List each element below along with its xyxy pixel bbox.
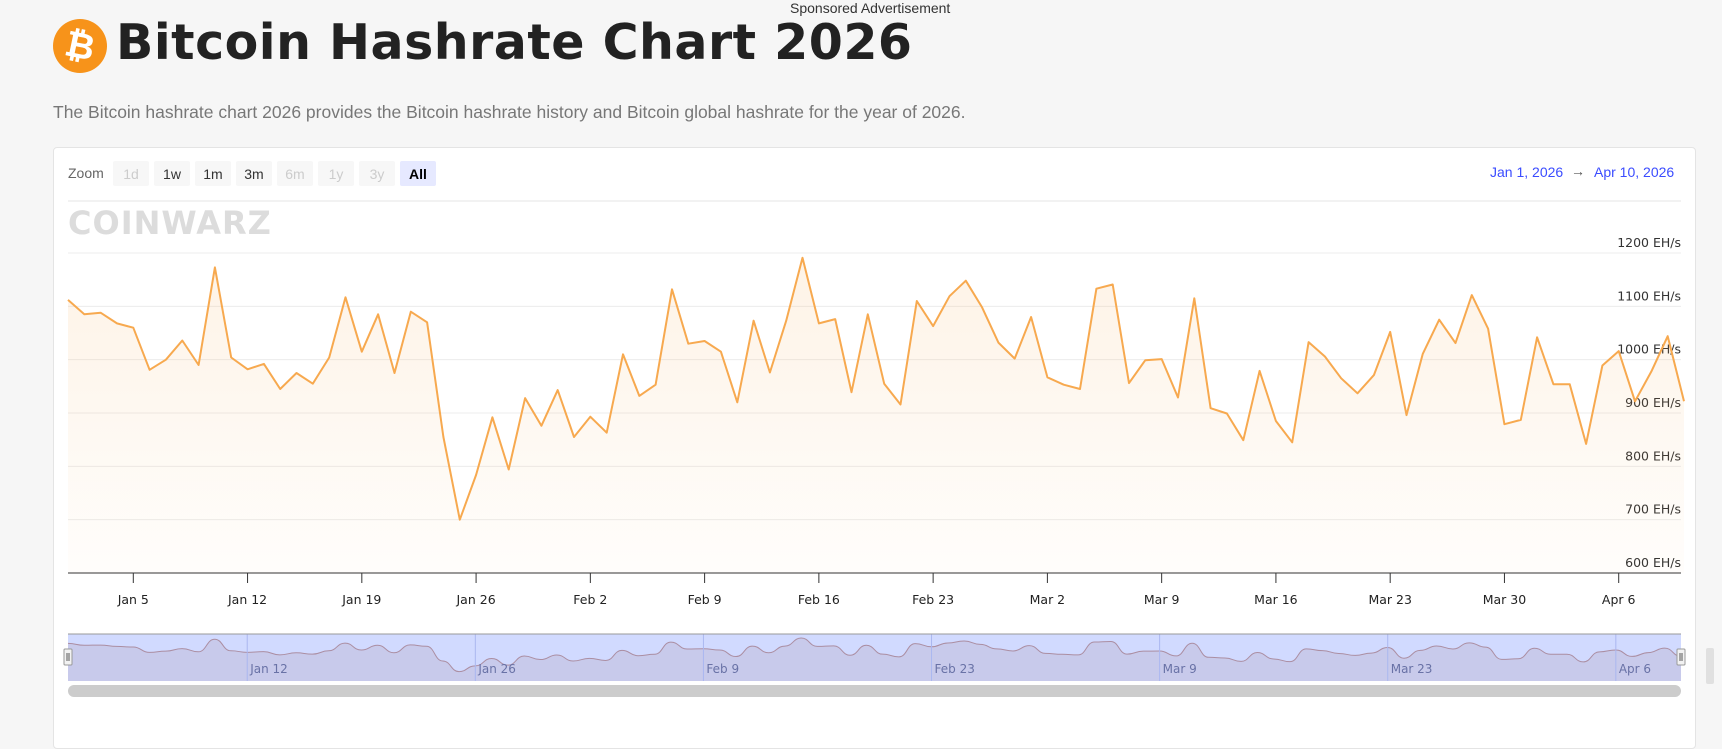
- navigator-tick-label: Feb 9: [706, 662, 739, 676]
- page-scrollbar[interactable]: [1706, 648, 1714, 684]
- zoom-button-1m[interactable]: 1m: [195, 161, 231, 186]
- navigator: Jan 12 Jan 26 Feb 9 Feb 23 Mar 9 Mar 23 Apr 6: [63, 633, 1686, 697]
- zoom-button-1y[interactable]: 1y: [318, 161, 354, 186]
- zoom-button-all[interactable]: All: [400, 161, 436, 186]
- zoom-button-1d[interactable]: 1d: [113, 161, 149, 186]
- x-tick-label: Jan 5: [117, 592, 149, 607]
- page-title: Bitcoin Hashrate Chart 2026: [116, 14, 913, 71]
- navigator-tick-label: Jan 12: [249, 662, 288, 676]
- x-tick-label: Feb 2: [573, 592, 607, 607]
- zoom-label: Zoom: [68, 165, 104, 181]
- x-axis: Jan 5 Jan 12 Jan 19 Jan 26 Feb 2 Feb 9 Feb 16 F…: [68, 572, 1681, 607]
- y-tick-label: 1200 EH/s: [1617, 235, 1681, 250]
- navigator-tick-label: Mar 9: [1163, 662, 1197, 676]
- x-tick-label: Apr 6: [1602, 592, 1636, 607]
- x-tick-label: Feb 16: [798, 592, 840, 607]
- page-subtitle: The Bitcoin hashrate chart 2026 provides…: [53, 102, 966, 122]
- zoom-button-3m[interactable]: 3m: [236, 161, 272, 186]
- navigator-right-handle[interactable]: [1676, 648, 1686, 666]
- range-from-input[interactable]: Jan 1, 2026: [1490, 164, 1564, 180]
- range-arrow-icon: →: [1571, 163, 1585, 179]
- navigator-selection[interactable]: [68, 634, 1681, 681]
- navigator-scrollbar[interactable]: [68, 685, 1681, 697]
- x-tick-label: Mar 16: [1254, 592, 1298, 607]
- navigator-line: [67, 637, 1682, 673]
- x-tick-label: Mar 9: [1144, 592, 1180, 607]
- x-tick-label: Jan 12: [227, 592, 267, 607]
- y-tick-label: 1100 EH/s: [1617, 288, 1681, 303]
- x-tick-label: Jan 19: [341, 592, 381, 607]
- hashrate-chart: COINWARZ 600 EH/s700 EH/s800 EH/s900 EH/…: [63, 200, 1686, 697]
- x-tick-label: Mar 2: [1030, 592, 1066, 607]
- sponsored-label: Sponsored Advertisement: [790, 0, 951, 16]
- range-to-input[interactable]: Apr 10, 2026: [1594, 164, 1675, 180]
- zoom-button-3y[interactable]: 3y: [359, 161, 395, 186]
- navigator-tick-label: Feb 23: [935, 662, 975, 676]
- x-tick-label: Feb 9: [688, 592, 722, 607]
- navigator-left-handle[interactable]: [63, 648, 73, 666]
- series-group: [67, 256, 1685, 573]
- x-tick-label: Mar 30: [1483, 592, 1527, 607]
- navigator-tick-label: Jan 26: [477, 662, 516, 676]
- x-tick-label: Mar 23: [1368, 592, 1411, 607]
- navigator-area: [68, 638, 1681, 681]
- hashrate-area: [68, 257, 1684, 573]
- navigator-tick-label: Mar 23: [1391, 662, 1433, 676]
- zoom-button-1w[interactable]: 1w: [154, 161, 190, 186]
- coinwarz-watermark: COINWARZ: [68, 204, 272, 242]
- x-tick-label: Feb 23: [912, 592, 954, 607]
- zoom-button-6m[interactable]: 6m: [277, 161, 313, 186]
- navigator-tick-label: Apr 6: [1619, 662, 1651, 676]
- hashrate-line: [67, 256, 1685, 521]
- x-tick-label: Jan 26: [456, 592, 496, 607]
